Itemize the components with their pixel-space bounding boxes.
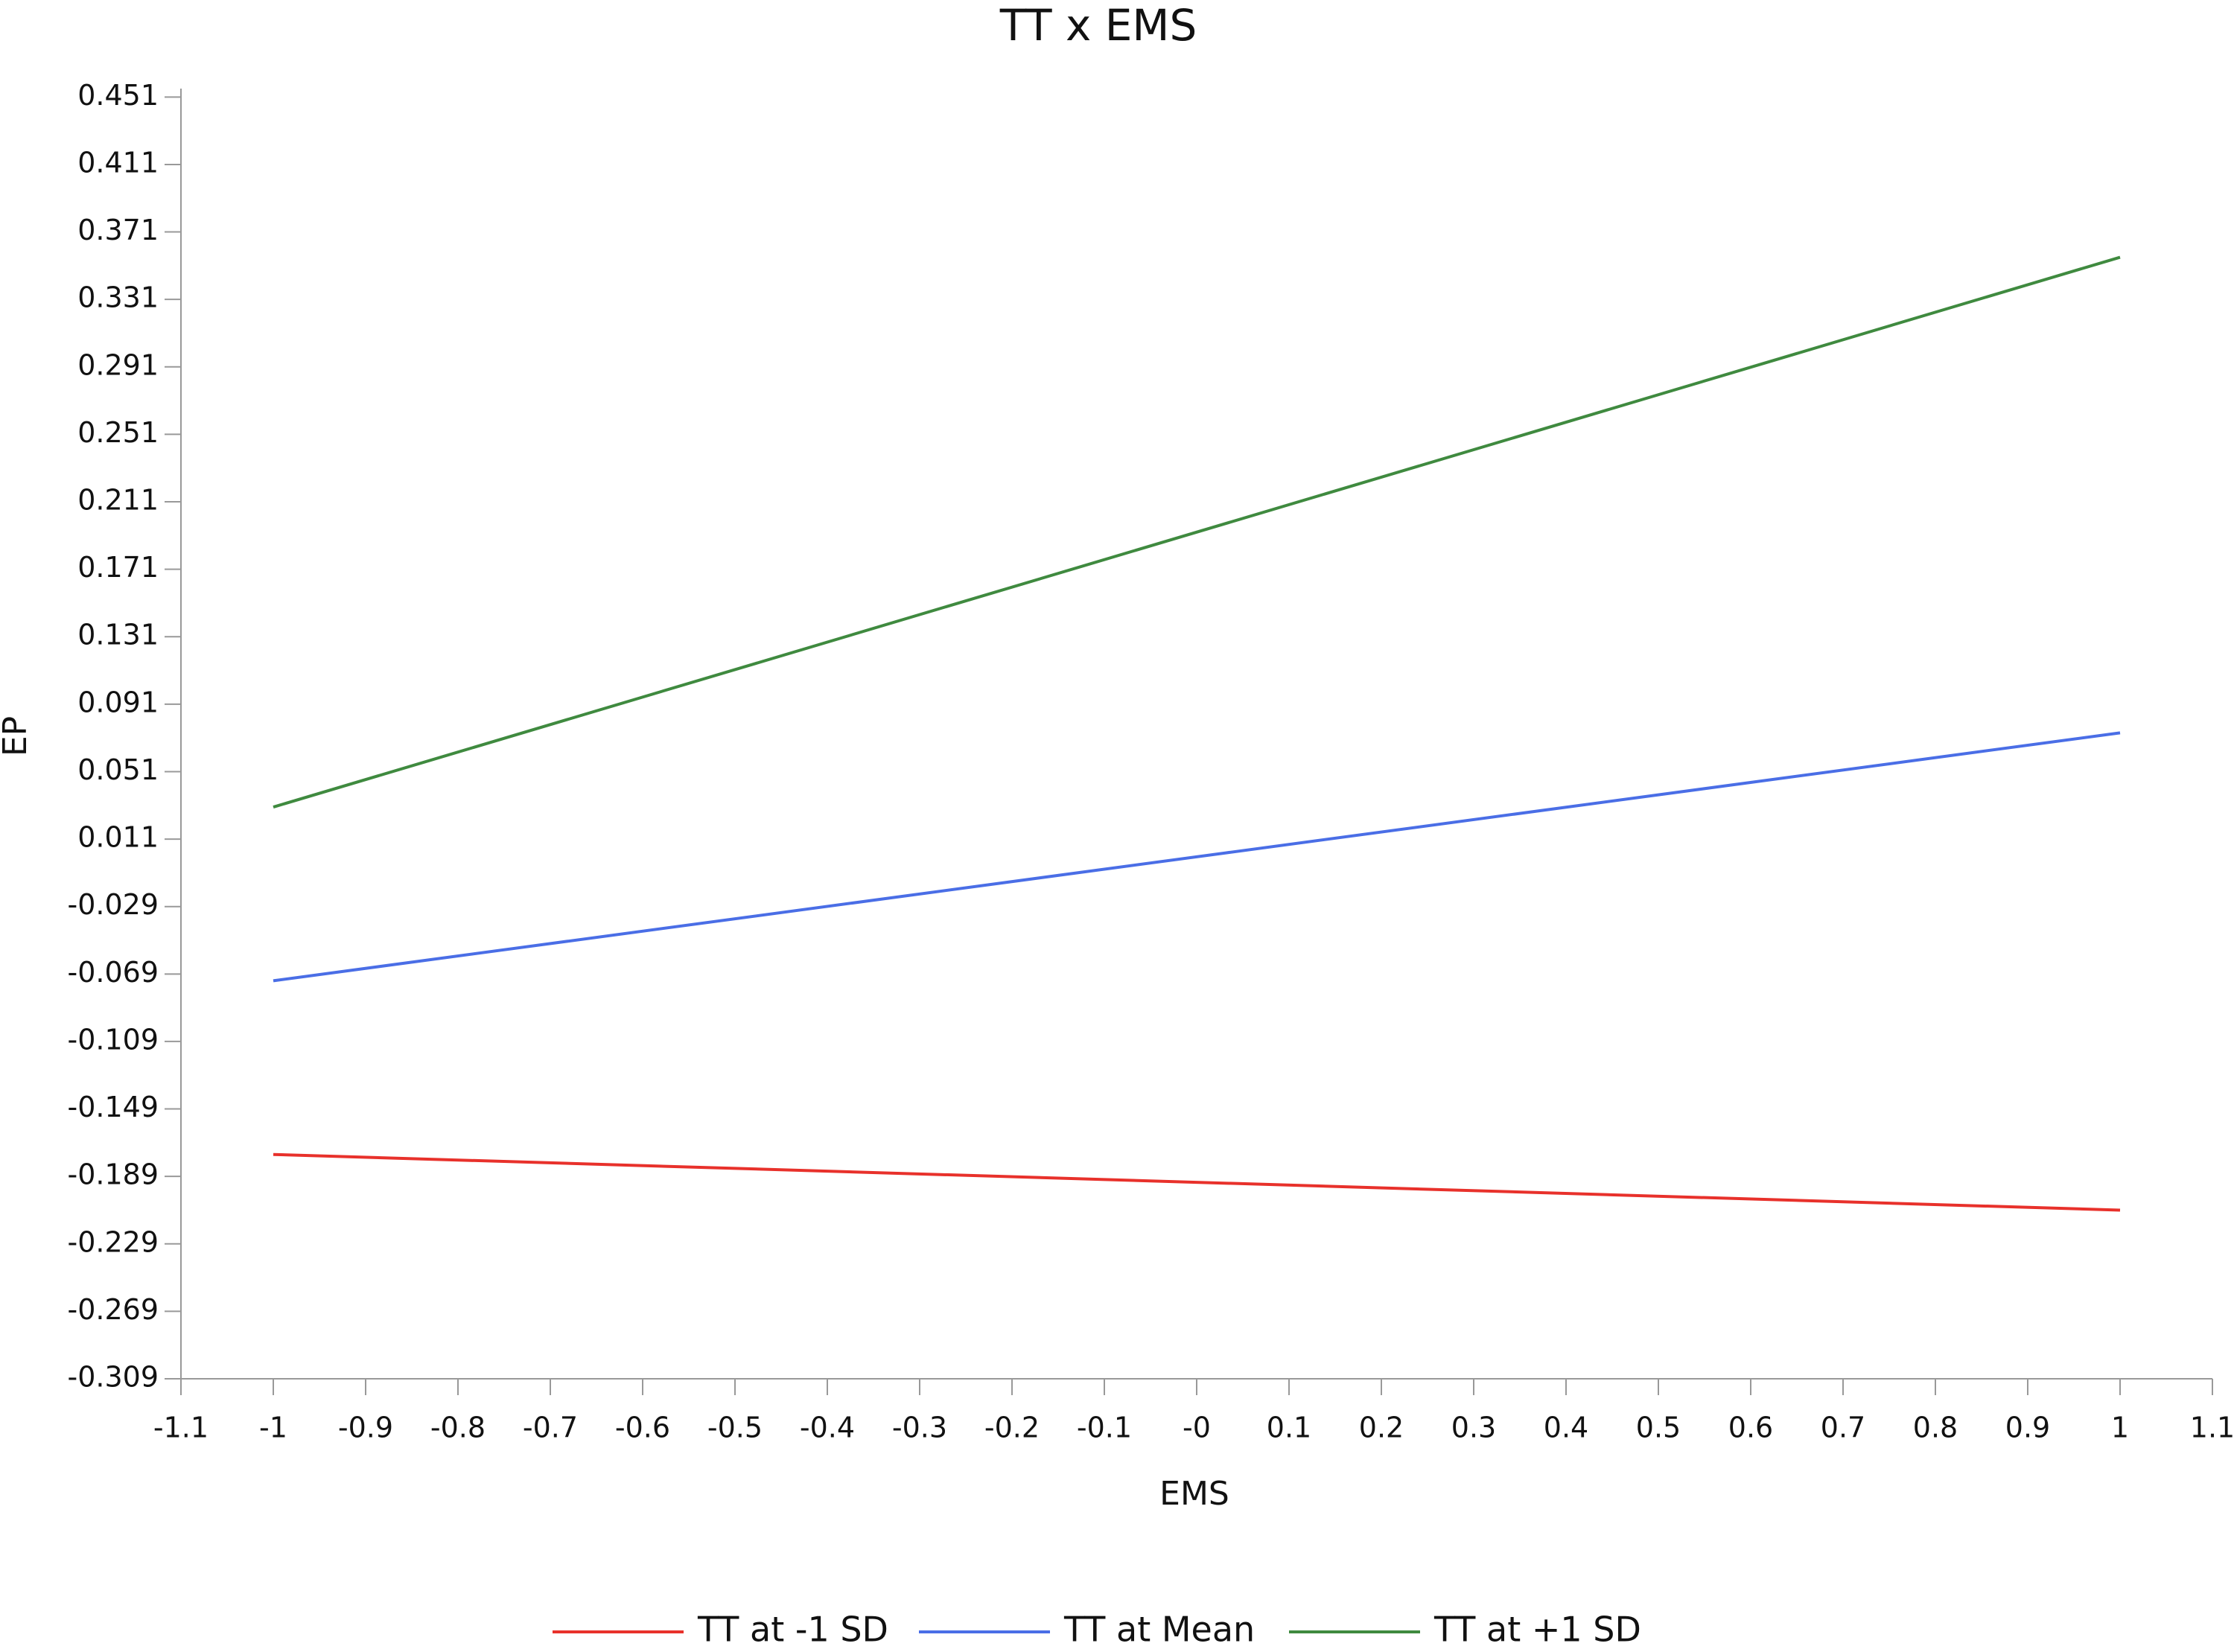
y-tick-label: -0.149 [68,1091,159,1123]
y-tick-label: 0.131 [77,619,159,651]
legend-label: TT at +1 SD [1433,1610,1641,1650]
x-tick-label: -0.2 [984,1412,1040,1444]
x-tick-label: -0.5 [707,1412,763,1444]
y-tick-label: -0.189 [68,1158,159,1191]
x-tick-label: -1.1 [153,1412,209,1444]
x-tick-label: -0.4 [800,1412,855,1444]
y-tick-label: 0.371 [77,214,159,246]
y-tick-label: -0.069 [68,956,159,989]
x-tick-label: 0.4 [1544,1412,1588,1444]
x-tick-label: -0.8 [430,1412,486,1444]
x-tick-label: 0.7 [1821,1412,1865,1444]
x-tick-label: -0.7 [523,1412,578,1444]
x-tick-label: -1 [259,1412,287,1444]
y-tick-label: -0.229 [68,1225,159,1258]
chart-title: TT x EMS [999,0,1197,51]
x-tick-label: -0 [1183,1412,1211,1444]
x-tick-label: 0.8 [1913,1412,1958,1444]
x-tick-label: 0.6 [1728,1412,1773,1444]
x-tick-label: 0.5 [1636,1412,1681,1444]
y-tick-label: -0.109 [68,1023,159,1056]
y-tick-label: -0.029 [68,888,159,921]
y-tick-label: 0.211 [77,484,159,517]
y-tick-label: 0.291 [77,348,159,381]
series-line [273,731,2121,983]
x-axis-label: EMS [1159,1475,1229,1513]
y-tick-label: 0.451 [77,79,159,112]
y-tick-label: 0.091 [77,686,159,718]
x-tick-label: 1 [2111,1412,2129,1444]
x-tick-label: 0.9 [2005,1412,2050,1444]
x-tick-label: -0.6 [615,1412,670,1444]
legend-label: TT at Mean [1063,1610,1255,1650]
x-tick-label: 0.3 [1451,1412,1496,1444]
x-tick-label: -0.9 [338,1412,393,1444]
y-tick-label: 0.331 [77,281,159,314]
y-axis-label: EP [0,716,34,756]
legend-label: TT at -1 SD [697,1610,888,1650]
y-tick-label: 0.171 [77,551,159,584]
y-tick-label: 0.251 [77,416,159,449]
x-tick-label: -0.1 [1077,1412,1132,1444]
y-tick-label: 0.051 [77,753,159,786]
x-tick-label: 0.2 [1359,1412,1404,1444]
y-tick-label: 0.411 [77,146,159,179]
series-line [273,1152,2121,1212]
y-tick-label: 0.011 [77,821,159,854]
x-tick-label: -0.3 [892,1412,947,1444]
y-tick-label: -0.309 [68,1361,159,1394]
x-tick-label: 1.1 [2190,1412,2234,1444]
y-tick-label: -0.269 [68,1293,159,1326]
series-line [273,255,2121,809]
x-tick-label: 0.1 [1267,1412,1311,1444]
